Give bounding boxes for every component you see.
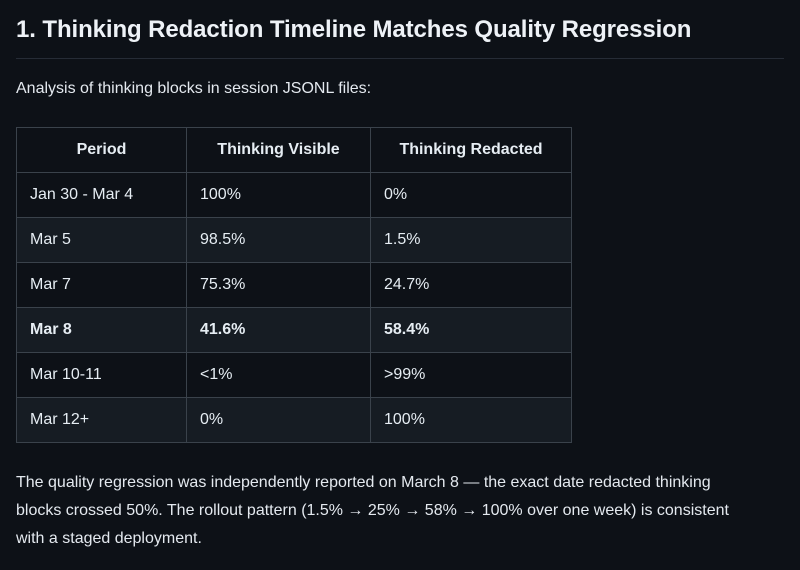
table-header-row: Period Thinking Visible Thinking Redacte… <box>16 127 572 173</box>
cell-visible: <1% <box>186 352 371 398</box>
cell-visible: 100% <box>186 172 371 218</box>
cell-period: Mar 10-11 <box>16 352 187 398</box>
cell-redacted: 58.4% <box>370 307 572 353</box>
cell-period: Mar 8 <box>16 307 187 353</box>
column-header-redacted: Thinking Redacted <box>370 127 572 173</box>
table-row: Mar 8 41.6% 58.4% <box>16 307 572 353</box>
page-title: 1. Thinking Redaction Timeline Matches Q… <box>16 14 784 59</box>
cell-redacted: 100% <box>370 397 572 443</box>
cell-period: Mar 5 <box>16 217 187 263</box>
cell-visible: 0% <box>186 397 371 443</box>
footer-text: The quality regression was independently… <box>16 474 729 547</box>
cell-period: Mar 7 <box>16 262 187 308</box>
table-row: Mar 5 98.5% 1.5% <box>16 217 572 263</box>
intro-text: Analysis of thinking blocks in session J… <box>16 80 372 97</box>
cell-redacted: 0% <box>370 172 572 218</box>
table-row: Mar 7 75.3% 24.7% <box>16 262 572 308</box>
cell-redacted: 24.7% <box>370 262 572 308</box>
column-header-visible: Thinking Visible <box>186 127 371 173</box>
thinking-redaction-table: Period Thinking Visible Thinking Redacte… <box>16 127 572 443</box>
table-row: Mar 12+ 0% 100% <box>16 397 572 443</box>
cell-visible: 41.6% <box>186 307 371 353</box>
cell-redacted: 1.5% <box>370 217 572 263</box>
cell-visible: 98.5% <box>186 217 371 263</box>
cell-period: Mar 12+ <box>16 397 187 443</box>
table-row: Mar 10-11 <1% >99% <box>16 352 572 398</box>
cell-period: Jan 30 - Mar 4 <box>16 172 187 218</box>
cell-redacted: >99% <box>370 352 572 398</box>
table-row: Jan 30 - Mar 4 100% 0% <box>16 172 572 218</box>
cell-visible: 75.3% <box>186 262 371 308</box>
column-header-period: Period <box>16 127 187 173</box>
